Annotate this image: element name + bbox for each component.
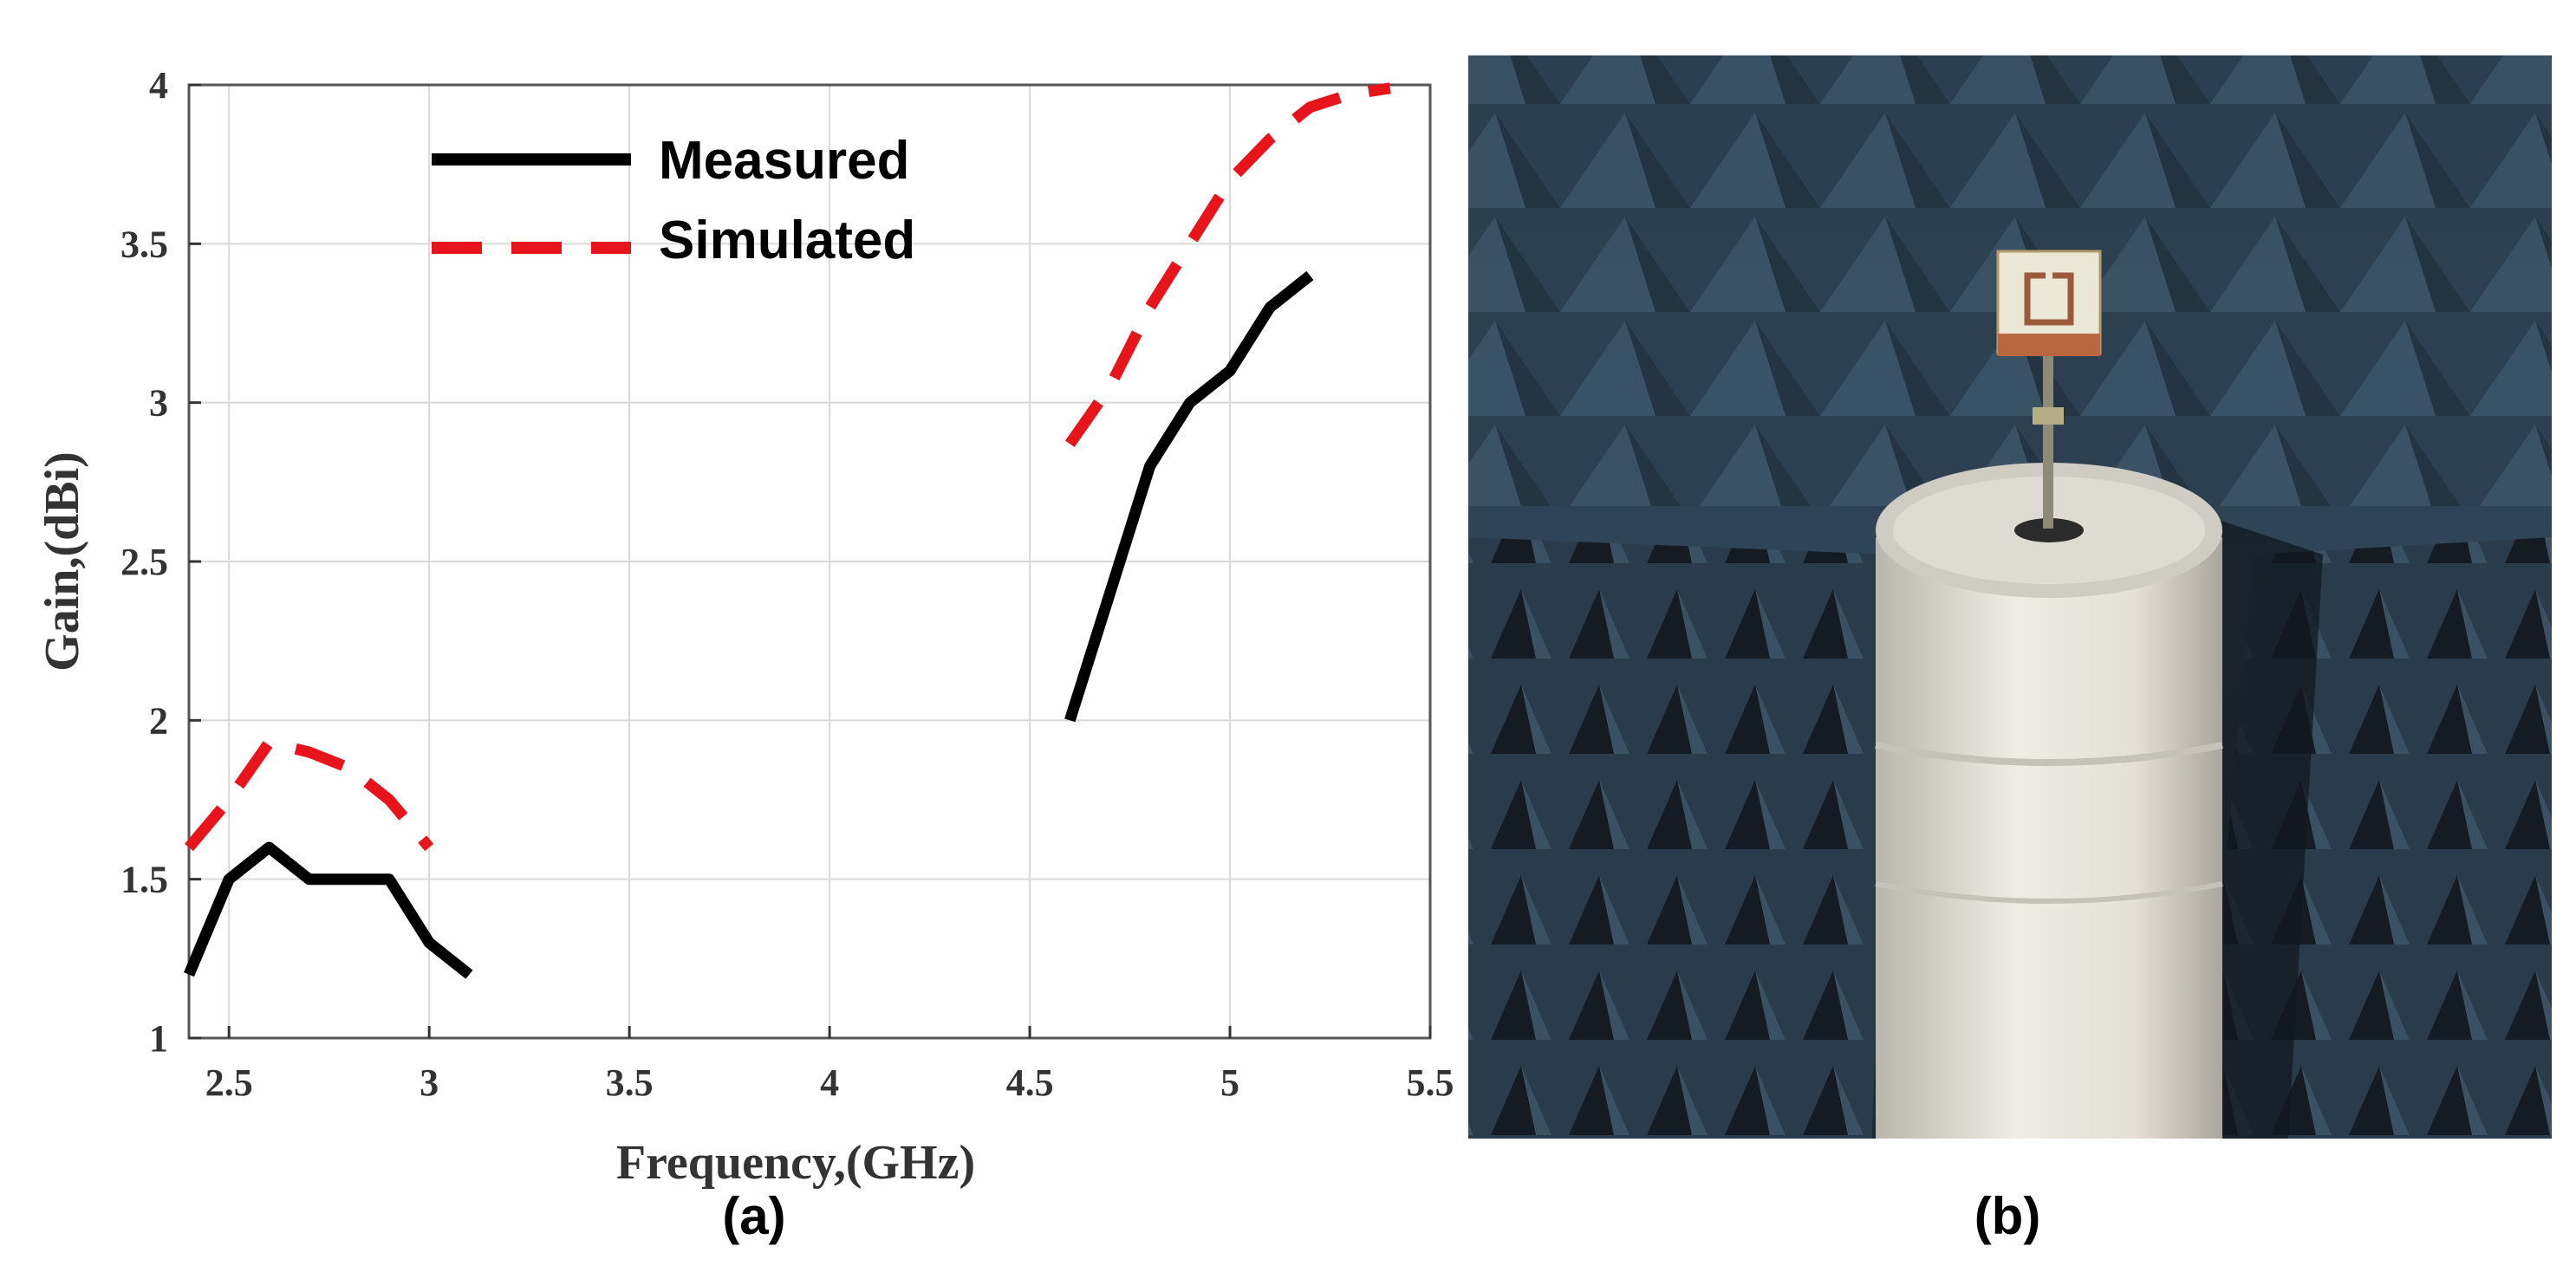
x-tick-label: 5.5 [1407, 1061, 1454, 1104]
antenna-under-test [1996, 250, 2102, 529]
x-axis-label: Frequency,(GHz) [616, 1136, 975, 1190]
y-tick-label: 1.5 [120, 859, 168, 901]
y-tick-label: 2 [149, 699, 168, 742]
chamber-photo [1468, 55, 2552, 1139]
gain-chart: 2.5 3 3.5 4 4.5 5 5.5 1 1.5 2 2.5 3 3.5 4 Measured Si… [36, 64, 1454, 1245]
foam-pillar [1875, 463, 2223, 1139]
y-tick-label: 4 [149, 64, 168, 107]
panel-label-b: (b) [1974, 1187, 2041, 1245]
x-tick-label: 3 [420, 1061, 439, 1104]
legend-label-measured: Measured [659, 131, 909, 191]
x-tick-label: 2.5 [205, 1061, 253, 1104]
y-tick-label: 1 [149, 1017, 168, 1060]
y-tick-label: 3.5 [120, 223, 168, 265]
x-tick-label: 4.5 [1006, 1061, 1054, 1104]
y-tick-label: 2.5 [120, 541, 168, 583]
legend-label-simulated: Simulated [659, 211, 915, 270]
axis-ticks [189, 83, 1432, 1040]
legend: Measured Simulated [432, 131, 915, 270]
series-line-measured-band-1 [184, 841, 473, 979]
y-tick-label: 3 [149, 382, 168, 425]
panel-label-a: (a) [722, 1187, 785, 1245]
x-tick-label: 4 [820, 1061, 839, 1104]
x-tick-label: 3.5 [606, 1061, 654, 1104]
floor-absorbers-left [1468, 537, 1890, 1139]
x-tick-label: 5 [1220, 1061, 1239, 1104]
y-axis-label: Gain,(dBi) [36, 451, 89, 672]
series-line-simulated-band-2 [1064, 82, 1391, 448]
series-layer [184, 82, 1391, 979]
tick-labels: 2.5 3 3.5 4 4.5 5 5.5 1 1.5 2 2.5 3 3.5 4 [120, 64, 1454, 1104]
